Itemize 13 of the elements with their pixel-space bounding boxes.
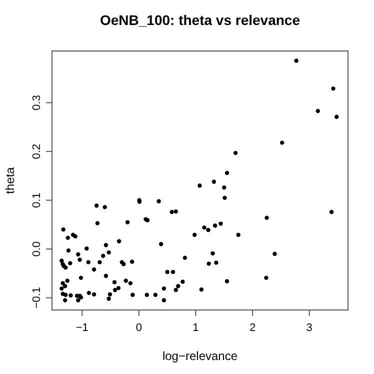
x-tick-label: −1: [76, 322, 88, 334]
x-tick-label: 0: [136, 322, 142, 334]
x-tick-label: 3: [306, 322, 312, 334]
x-tick-label: 2: [249, 322, 256, 334]
y-tick-label: 0.3: [31, 95, 43, 110]
y-axis-title: theta: [3, 166, 17, 194]
y-tick-label: 0.1: [31, 192, 43, 208]
x-axis-title: log−relevance: [162, 349, 238, 363]
chart-title: OeNB_100: theta vs relevance: [100, 12, 300, 28]
x-tick-label: 1: [192, 322, 199, 334]
y-tick-label: −0.1: [31, 286, 43, 309]
y-tick-label: 0.2: [31, 144, 43, 160]
y-tick-label: 0.0: [31, 241, 43, 257]
